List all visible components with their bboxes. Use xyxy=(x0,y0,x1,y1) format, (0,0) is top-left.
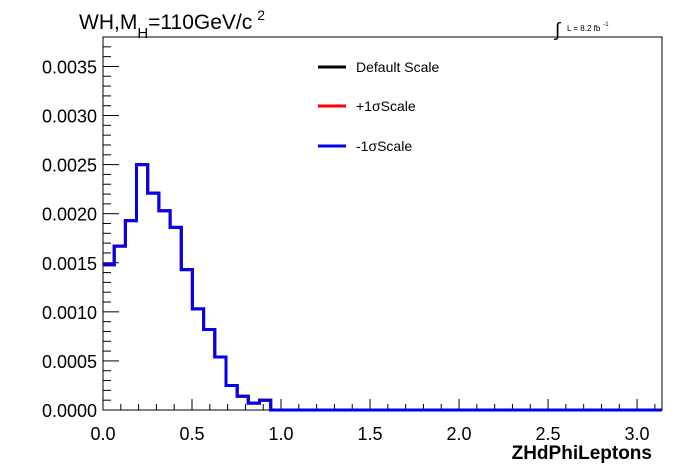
x-tick-label: 0.5 xyxy=(179,424,204,444)
y-tick-label: 0.0025 xyxy=(42,156,97,176)
y-tick-label: 0.0030 xyxy=(42,107,97,127)
y-tick-label: 0.0005 xyxy=(42,352,97,372)
chart-title-main: WH,M xyxy=(79,11,137,34)
x-tick-label: 3.0 xyxy=(625,424,650,444)
y-axis: 0.0000 0.0005 0.0010 0.0015 0.0020 0.0025 0.00… xyxy=(42,36,119,421)
lumi-label: L = 8.2 fb -1 xyxy=(567,22,609,33)
legend-label-default: Default Scale xyxy=(356,59,439,75)
lumi-integral-sign: ∫ xyxy=(554,20,562,41)
legend: Default Scale +1σScale -1σScale xyxy=(318,59,439,154)
x-tick-label: 2.5 xyxy=(536,424,561,444)
y-tick-label: 0.0020 xyxy=(42,205,97,225)
legend-label-minus: -1σScale xyxy=(356,138,412,154)
x-axis-title: ZHdPhiLeptons xyxy=(512,443,652,464)
chart-title-superscript: 2 xyxy=(257,7,265,23)
chart-title-subscript: H xyxy=(137,25,148,42)
series-line-1 xyxy=(103,163,662,412)
chart-title-rest: =110GeV/c xyxy=(148,11,252,34)
legend-label-plus: +1σScale xyxy=(356,98,416,114)
series-line-2 xyxy=(103,163,662,412)
x-tick-label: 1.5 xyxy=(358,424,383,444)
lumi-superscript: -1 xyxy=(603,22,609,28)
x-tick-label: 2.0 xyxy=(447,424,472,444)
y-tick-label: 0.0035 xyxy=(42,57,97,77)
plot-frame xyxy=(102,36,663,411)
y-tick-label: 0.0015 xyxy=(42,254,97,274)
series-layer xyxy=(103,163,662,412)
chart-title: WH,MH=110GeV/c 2 xyxy=(79,7,265,42)
lumi-text: L = 8.2 fb xyxy=(567,24,601,33)
y-tick-label: 0.0010 xyxy=(42,303,97,323)
x-tick-label: 0.0 xyxy=(90,424,115,444)
series-line-0 xyxy=(103,163,662,412)
y-tick-label: 0.0000 xyxy=(42,401,97,421)
x-axis: 0.0 0.5 1.0 1.5 2.0 2.5 3.0 xyxy=(90,399,656,444)
x-tick-label: 1.0 xyxy=(269,424,294,444)
